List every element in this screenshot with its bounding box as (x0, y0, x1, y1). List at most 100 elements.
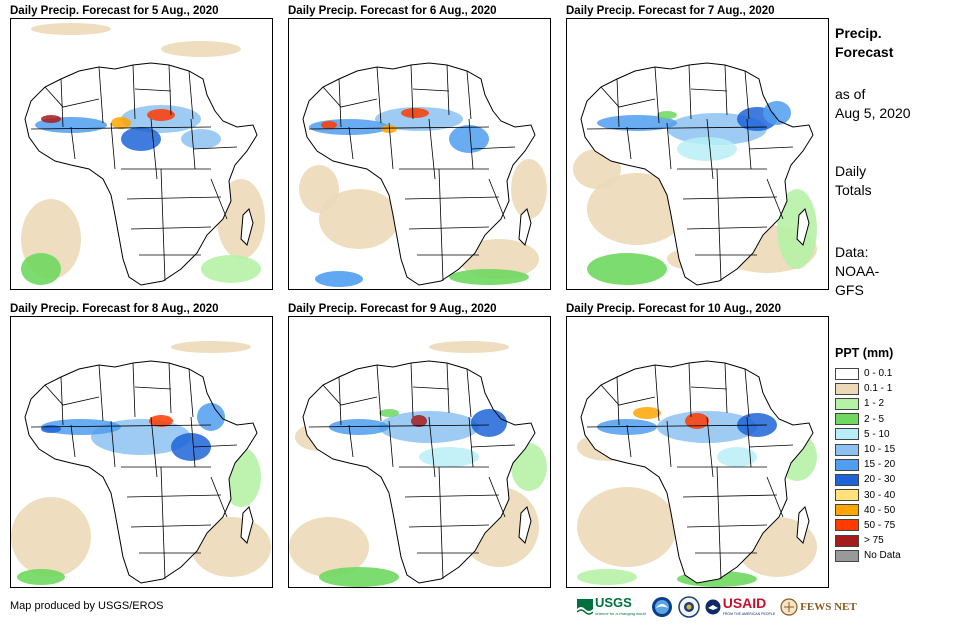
madagascar (796, 208, 810, 246)
country-border (682, 196, 778, 200)
usaid-wordmark: USAID (722, 595, 767, 611)
country-border (308, 126, 490, 130)
forecast-map (288, 316, 551, 588)
panel-title: Daily Precip. Forecast for 10 Aug., 2020 (566, 303, 781, 315)
country-border (766, 178, 784, 220)
country-border (690, 88, 728, 92)
country-border (466, 368, 472, 418)
country-border (322, 384, 378, 406)
legend-label: 0.1 - 1 (864, 383, 893, 395)
precip-area (657, 411, 757, 443)
country-border (98, 66, 104, 124)
country-border (126, 494, 222, 498)
country-border (626, 424, 632, 458)
country-border (744, 368, 750, 418)
country-border (190, 416, 196, 468)
country-border (724, 362, 728, 414)
madagascar (518, 208, 532, 246)
ocean-precip-area (511, 159, 547, 219)
ocean-precip-area (587, 173, 687, 245)
ocean-precip-area (17, 569, 65, 585)
legend-label: No Data (864, 550, 901, 562)
legend-item: 15 - 20 (835, 457, 965, 472)
panel-title: Daily Precip. Forecast for 6 Aug., 2020 (288, 5, 497, 17)
coastline (302, 360, 536, 584)
country-border (348, 424, 354, 458)
country-border (724, 64, 728, 116)
sidebar-asof: as of Aug 5, 2020 (835, 85, 911, 123)
panel-title: Daily Precip. Forecast for 9 Aug., 2020 (288, 303, 497, 315)
data-line: NOAA- (835, 263, 880, 279)
legend-item: > 75 (835, 533, 965, 548)
country-border (654, 66, 660, 124)
ocean-precip-area (577, 487, 677, 567)
country-border (338, 376, 342, 426)
country-border (766, 476, 784, 518)
heading-line: Forecast (835, 44, 894, 60)
country-border (60, 376, 64, 426)
sidebar-totals: Daily Totals (835, 162, 872, 200)
precip-area (375, 107, 463, 131)
country-border (308, 424, 490, 428)
country-border (438, 168, 444, 282)
map-panel-aug-5: Daily Precip. Forecast for 5 Aug., 2020 (10, 4, 273, 290)
country-border (168, 64, 172, 116)
country-border (600, 384, 656, 406)
legend-item: 40 - 50 (835, 503, 965, 518)
legend-swatch (835, 473, 859, 486)
legend-item: 50 - 75 (835, 518, 965, 533)
country-border (210, 178, 228, 220)
ocean-precip-area (319, 189, 399, 249)
map-panel-aug-8: Daily Precip. Forecast for 8 Aug., 2020 (10, 302, 273, 588)
usaid-tagline: FROM THE AMERICAN PEOPLE (722, 612, 776, 616)
country-border (70, 424, 76, 458)
legend-swatch (835, 458, 859, 471)
precip-area (597, 115, 677, 131)
map-panel-aug-9: Daily Precip. Forecast for 9 Aug., 2020 (288, 302, 551, 588)
precip-area (411, 415, 427, 427)
country-border (322, 86, 378, 108)
legend-label: 0 - 0.1 (864, 368, 893, 380)
legend-label: 5 - 10 (864, 428, 890, 440)
country-border (408, 524, 490, 528)
madagascar (240, 506, 254, 544)
country-border (404, 196, 500, 200)
usgs-tagline: science for a changing world (595, 611, 646, 616)
country-border (188, 368, 194, 418)
precip-area (471, 409, 507, 437)
country-border (110, 122, 116, 170)
legend-swatch (835, 549, 859, 562)
asof-line: as of (835, 86, 866, 102)
forecast-map (566, 18, 829, 290)
precip-area (111, 117, 131, 129)
precip-area (197, 403, 225, 431)
country-border (716, 168, 722, 282)
legend-item: No Data (835, 548, 965, 563)
country-border (132, 64, 136, 120)
country-border (468, 416, 474, 468)
precip-area (321, 121, 337, 129)
legend-item: 2 - 5 (835, 412, 965, 427)
precip-area (401, 108, 429, 118)
coastline (24, 360, 258, 584)
legend-swatch (835, 382, 859, 395)
legend-item: 5 - 10 (835, 427, 965, 442)
usaid-logo: USAID FROM THE AMERICAN PEOPLE (705, 596, 775, 618)
precip-area (419, 447, 479, 467)
legend-swatch (835, 428, 859, 441)
country-border (686, 226, 768, 230)
country-border (446, 64, 450, 116)
precip-area (379, 411, 479, 443)
country-border (134, 88, 172, 92)
coastline (580, 360, 814, 584)
sidebar-data-source: Data: NOAA- GFS (835, 243, 879, 300)
country-border (210, 476, 228, 518)
precip-area (657, 111, 677, 119)
legend-label: 2 - 5 (864, 413, 885, 425)
forecast-map (10, 316, 273, 588)
country-border (30, 126, 212, 130)
precip-area (147, 109, 175, 121)
precip-area (41, 425, 61, 433)
country-border (682, 494, 778, 498)
precip-area (381, 125, 397, 133)
